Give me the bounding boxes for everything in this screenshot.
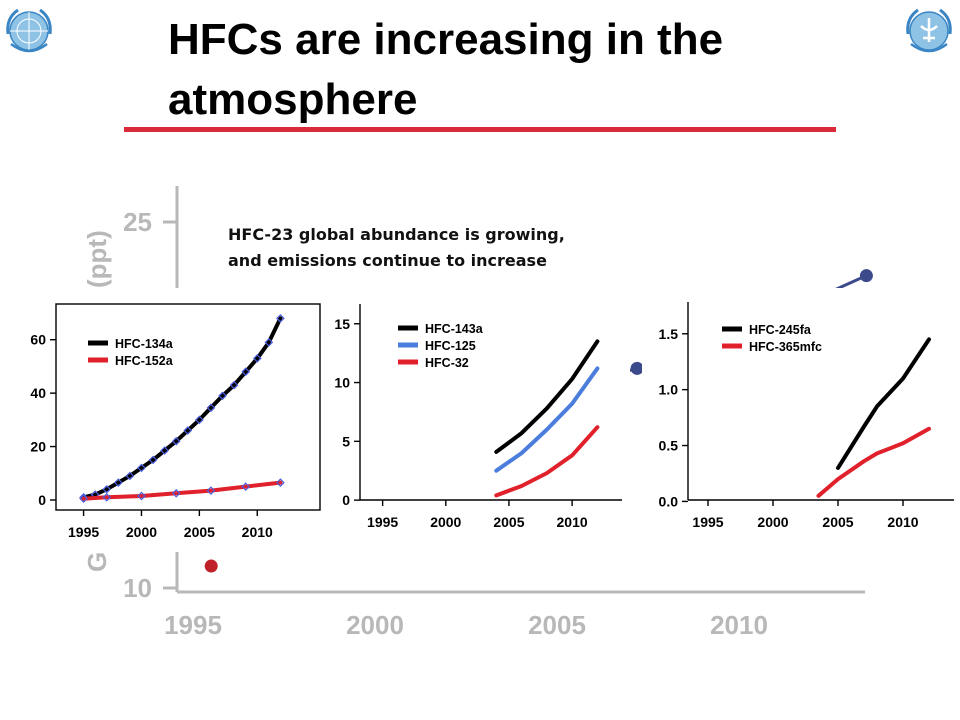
legend-label: HFC-245fa bbox=[749, 323, 812, 337]
y-tick-label: 15 bbox=[334, 316, 350, 332]
series-line-hfc-32 bbox=[494, 425, 600, 498]
chart-panel-hfc245fa-hfc365mfc: 1995 2000 2005 2010 0.0 0.5 1.0 1.5 HFC-245fa HFC… bbox=[642, 288, 960, 552]
legend-label: HFC-134a bbox=[115, 337, 174, 351]
series-line-hfc-152a bbox=[81, 480, 283, 501]
data-point-hfc-134a bbox=[218, 391, 227, 401]
y-tick-label: 10 bbox=[334, 375, 350, 391]
data-point-hfc-134a bbox=[241, 367, 251, 377]
data-point-hfc-152a bbox=[137, 491, 146, 501]
y-tick-label: 5 bbox=[342, 433, 350, 449]
data-point-hfc-152a bbox=[241, 482, 251, 491]
data-point-hfc-134a bbox=[171, 436, 181, 446]
title-line-1: HFCs are increasing in the bbox=[168, 15, 724, 64]
title-line-2: atmosphere bbox=[168, 75, 418, 124]
data-point-hfc-152a bbox=[206, 486, 216, 495]
legend-label: HFC-365mfc bbox=[749, 340, 822, 354]
series-line-hfc-134a bbox=[81, 316, 283, 500]
data-point-hfc-134a bbox=[276, 313, 285, 323]
y-tick-label: 40 bbox=[30, 385, 46, 401]
bg-y-tick-label: 10 bbox=[123, 573, 152, 603]
series-line-hfc-143a bbox=[494, 339, 600, 454]
bg-y-tick-label: 25 bbox=[123, 207, 152, 237]
data-point-hfc-134a bbox=[195, 415, 204, 425]
title-underline bbox=[124, 127, 836, 132]
x-tick-label: 2010 bbox=[557, 514, 588, 530]
data-point-hfc-134a bbox=[148, 455, 158, 465]
y-tick-label: 60 bbox=[30, 332, 46, 348]
unep-emblem-icon bbox=[906, 8, 952, 53]
legend-label: HFC-32 bbox=[425, 356, 469, 370]
x-tick-label: 2010 bbox=[887, 514, 918, 530]
y-tick-label: 0.5 bbox=[659, 438, 679, 454]
y-tick-label: 0.0 bbox=[659, 493, 679, 509]
data-point-hfc-134a bbox=[137, 463, 146, 473]
data-point-hfc-134a bbox=[125, 471, 135, 481]
slide-title: HFCs are increasing in the atmosphere bbox=[168, 10, 858, 130]
series-line-hfc-245fa bbox=[836, 337, 931, 470]
series-line-hfc-365mfc bbox=[816, 426, 931, 498]
x-tick-label: 2000 bbox=[430, 514, 461, 530]
caption-line-2: and emissions continue to increase bbox=[228, 251, 547, 270]
bg-x-tick-label: 2000 bbox=[346, 610, 404, 640]
x-tick-label: 2000 bbox=[126, 524, 157, 540]
series-line-hfc-125 bbox=[494, 366, 600, 473]
data-point-hfc-152a bbox=[171, 488, 181, 498]
data-point-hfc-134a bbox=[183, 426, 193, 435]
bg-ylabel-fragment-bottom: G bbox=[82, 552, 112, 572]
data-point-hfc-134a bbox=[252, 354, 262, 363]
data-point-hfc-134a bbox=[206, 403, 216, 413]
chart-panel-hfc134a-hfc152a: 1995 2000 2005 2010 0 20 40 60 HFC-134a HFC-152a bbox=[20, 288, 326, 552]
y-tick-label: 0 bbox=[38, 492, 46, 508]
x-tick-label: 1995 bbox=[692, 514, 723, 530]
data-point-hfc-134a bbox=[160, 446, 169, 455]
bg-x-tick-label: 2010 bbox=[710, 610, 768, 640]
data-point-hfc-152a bbox=[79, 494, 88, 503]
panel-frame bbox=[55, 303, 321, 511]
x-tick-label: 2010 bbox=[242, 524, 273, 540]
legend-label: HFC-143a bbox=[425, 322, 484, 336]
bg-x-tick-label: 2005 bbox=[528, 610, 586, 640]
x-tick-label: 2005 bbox=[184, 524, 215, 540]
y-tick-label: 20 bbox=[30, 439, 46, 455]
x-tick-label: 1995 bbox=[367, 514, 398, 530]
bg-data-point bbox=[859, 269, 873, 283]
bg-x-tick-label: 1995 bbox=[164, 610, 222, 640]
data-point-hfc-134a bbox=[229, 380, 239, 390]
data-point-hfc-134a bbox=[79, 492, 88, 502]
data-point-hfc-134a bbox=[102, 484, 112, 494]
bg-ylabel-fragment-top: (ppt) bbox=[82, 230, 112, 288]
x-tick-label: 2005 bbox=[822, 514, 853, 530]
data-point-hfc-152a bbox=[102, 492, 112, 502]
bg-data-point bbox=[204, 559, 218, 573]
bg-data-point bbox=[630, 361, 644, 375]
x-tick-label: 2005 bbox=[493, 514, 524, 530]
y-tick-label: 0 bbox=[342, 492, 350, 508]
chart-caption: HFC-23 global abundance is growing, and … bbox=[228, 222, 608, 274]
legend-label: HFC-152a bbox=[115, 354, 174, 368]
x-tick-label: 1995 bbox=[68, 524, 99, 540]
data-point-hfc-134a bbox=[113, 478, 123, 487]
caption-line-1: HFC-23 global abundance is growing, bbox=[228, 225, 565, 244]
data-point-hfc-152a bbox=[276, 478, 285, 487]
y-tick-label: 1.0 bbox=[659, 382, 679, 398]
x-tick-label: 2000 bbox=[757, 514, 788, 530]
data-point-hfc-134a bbox=[264, 338, 274, 347]
y-tick-label: 1.5 bbox=[659, 326, 679, 342]
un-emblem-icon bbox=[6, 8, 52, 53]
chart-panel-hfc143a-hfc125-hfc32: 1995 2000 2005 2010 0 5 10 15 HFC-143a HFC-125 HFC… bbox=[330, 288, 630, 552]
legend-label: HFC-125 bbox=[425, 339, 476, 353]
